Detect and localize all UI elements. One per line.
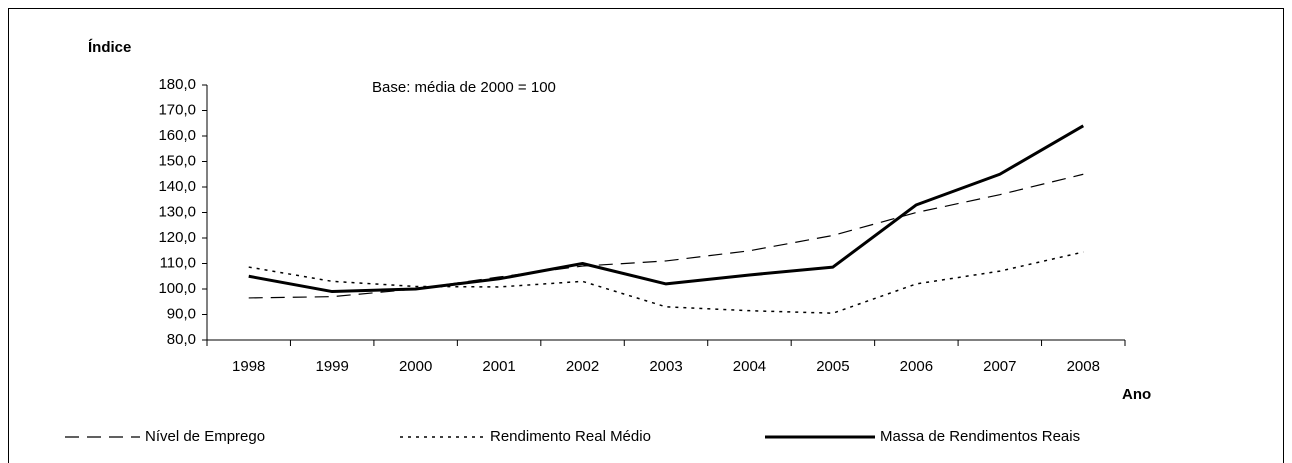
y-tick-label: 160,0 [158,127,196,144]
series-line [248,173,1084,299]
y-tick-label: 90,0 [167,305,196,322]
x-tick-label: 2004 [733,358,766,375]
x-tick-label: 2000 [399,358,432,375]
x-tick-label: 2003 [649,358,682,375]
legend-label: Massa de Rendimentos Reais [880,428,1080,445]
y-tick-label: 100,0 [158,280,196,297]
y-axis-label: Índice [88,39,131,56]
y-tick-label: 180,0 [158,76,196,93]
x-tick-label: 1998 [232,358,265,375]
annotation: Base: média de 2000 = 100 [372,79,556,96]
series-line [248,251,1084,314]
x-axis-label: Ano [1122,386,1151,403]
legend-label: Rendimento Real Médio [490,428,651,445]
y-tick-label: 140,0 [158,178,196,195]
y-tick-label: 110,0 [160,254,196,271]
x-tick-label: 2008 [1067,358,1100,375]
series-line [248,124,1085,294]
x-tick-label: 2005 [816,358,849,375]
y-tick-label: 120,0 [158,229,196,246]
y-tick-label: 170,0 [158,101,196,118]
x-tick-label: 1999 [315,358,348,375]
x-tick-label: 2001 [482,358,515,375]
y-tick-label: 80,0 [167,331,196,348]
x-tick-label: 2007 [983,358,1016,375]
frame [8,8,1284,463]
legend-label: Nível de Emprego [145,428,265,445]
y-tick-label: 130,0 [158,203,196,220]
x-tick-label: 2006 [900,358,933,375]
y-tick-label: 150,0 [158,152,196,169]
x-tick-label: 2002 [566,358,599,375]
